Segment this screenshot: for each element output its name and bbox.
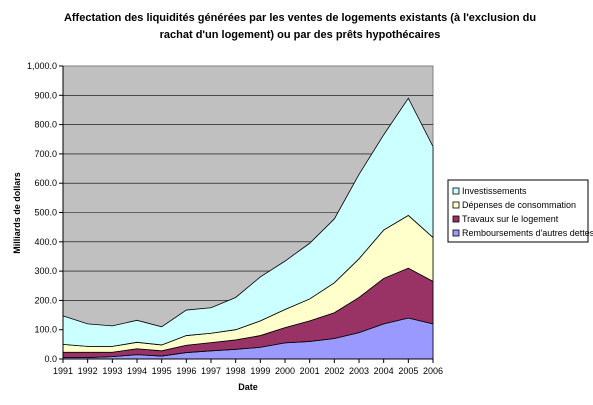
y-tick-label: 900.0 xyxy=(34,90,57,100)
y-tick-label: 0.0 xyxy=(44,354,57,364)
y-tick-label: 300.0 xyxy=(34,266,57,276)
x-tick-label: 1992 xyxy=(78,366,98,376)
legend-label: Remboursements d'autres dettes xyxy=(462,228,593,238)
legend-label: Investissements xyxy=(462,186,527,196)
y-tick-label: 700.0 xyxy=(34,149,57,159)
y-tick-label: 200.0 xyxy=(34,295,57,305)
y-tick-label: 1,000.0 xyxy=(27,61,57,71)
legend-box xyxy=(447,179,589,243)
legend: Investissements Dépenses de consommation T… xyxy=(447,179,593,243)
chart-title: Affectation des liquidités générées par … xyxy=(63,12,537,41)
legend-swatch xyxy=(452,187,460,195)
legend-swatch xyxy=(452,201,460,209)
x-tick-label: 2006 xyxy=(423,366,443,376)
x-tick-label: 2004 xyxy=(374,366,394,376)
x-tick-label: 1996 xyxy=(176,366,196,376)
x-tick-label: 2001 xyxy=(300,366,320,376)
x-tick-label: 2000 xyxy=(275,366,295,376)
legend-label: Travaux sur le logement xyxy=(462,214,559,224)
legend-swatch xyxy=(452,229,460,237)
y-tick-label: 400.0 xyxy=(34,237,57,247)
x-tick-label: 2005 xyxy=(398,366,418,376)
legend-label: Dépenses de consommation xyxy=(462,200,576,210)
x-tick-label: 1998 xyxy=(226,366,246,376)
x-tick-label: 2002 xyxy=(324,366,344,376)
y-tick-label: 500.0 xyxy=(34,208,57,218)
x-tick-label: 1991 xyxy=(53,366,73,376)
y-tick-label: 100.0 xyxy=(34,325,57,335)
y-tick-label: 600.0 xyxy=(34,178,57,188)
x-tick-label: 1994 xyxy=(127,366,147,376)
x-tick-label: 1999 xyxy=(250,366,270,376)
x-tick-label: 1995 xyxy=(152,366,172,376)
x-axis-title: Date xyxy=(238,382,258,392)
y-tick-label: 800.0 xyxy=(34,120,57,130)
x-tick-label: 1993 xyxy=(102,366,122,376)
x-tick-label: 2003 xyxy=(349,366,369,376)
axis-layer: 0.0 100.0 200.0 300.0 400.0 500.0 600.0 700.0 80… xyxy=(27,61,443,376)
legend-swatch xyxy=(452,215,460,223)
y-axis-title: Milliards de dollars xyxy=(12,172,22,254)
area-investissements xyxy=(62,97,434,347)
x-tick-label: 1997 xyxy=(201,366,221,376)
